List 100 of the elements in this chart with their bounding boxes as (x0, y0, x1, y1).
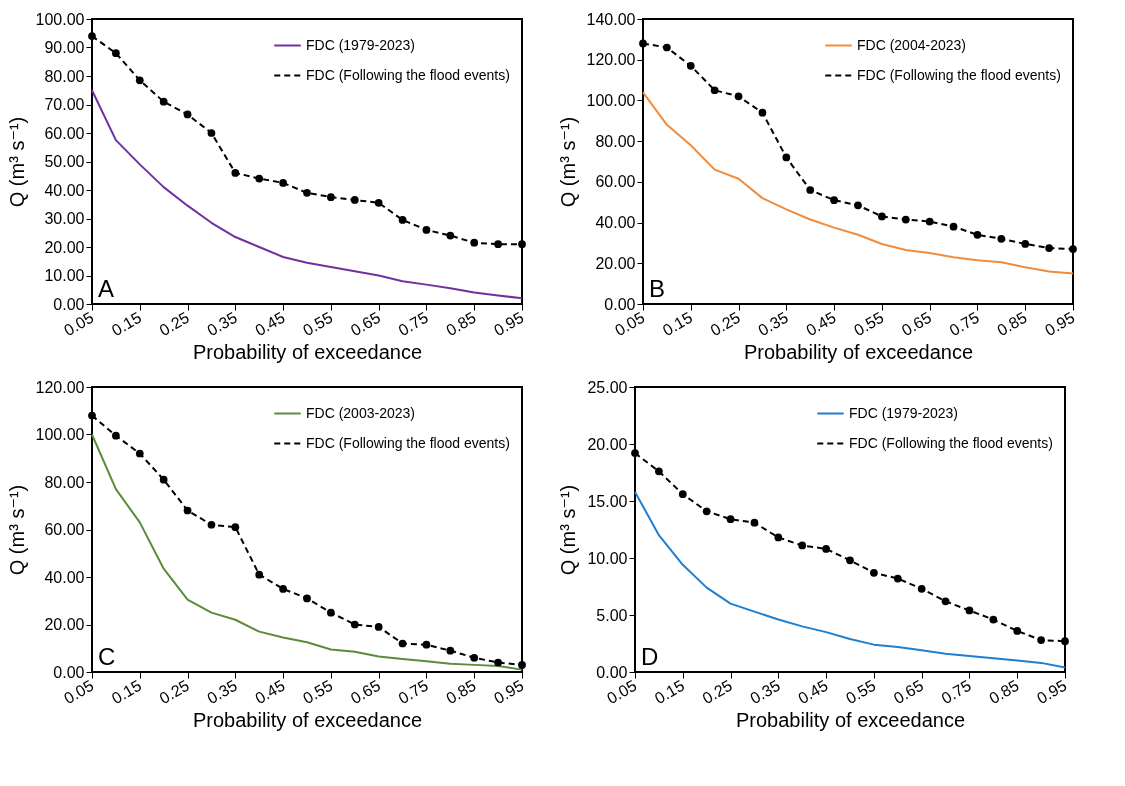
x-tick-label: 0.25 (707, 308, 744, 339)
x-tick-label: 0.85 (986, 676, 1022, 707)
y-tick-label: 10.00 (44, 267, 85, 284)
point (965, 606, 974, 615)
x-axis-title: Probability of exceedance (743, 341, 974, 363)
point (159, 97, 168, 106)
x-tick-label: 0.65 (890, 676, 927, 707)
y-tick-label: 30.00 (44, 210, 85, 227)
y-tick-label: 120.00 (35, 378, 85, 396)
y-tick-label: 100.00 (586, 91, 636, 109)
point (901, 215, 910, 224)
annotation: A (98, 275, 115, 302)
point (973, 230, 982, 239)
y-tick-label: 60.00 (595, 173, 636, 191)
point (663, 43, 671, 52)
line-series (642, 91, 1074, 275)
point (854, 201, 862, 210)
y-tick-label: 60.00 (44, 521, 85, 538)
x-axis-title: Probability of exceedance (192, 341, 423, 363)
y-axis-title: Q (m³ s⁻¹) (5, 484, 28, 576)
x-tick-label: 0.75 (946, 308, 983, 339)
y-tick-label: 0.00 (604, 295, 636, 313)
y-tick-label: 40.00 (44, 568, 85, 586)
point (878, 212, 886, 221)
x-tick-label: 0.25 (156, 308, 193, 339)
x-axis-title: Probability of exceedance (735, 709, 966, 731)
y-tick-label: 40.00 (595, 214, 636, 232)
point (398, 216, 407, 224)
x-tick-label: 0.45 (803, 308, 839, 339)
x-tick-label: 0.85 (994, 308, 1030, 339)
point (702, 507, 711, 516)
point (822, 545, 830, 553)
point (750, 518, 759, 527)
legend-label: FDC (1979-2023) (849, 404, 958, 421)
point (112, 431, 120, 440)
y-tick-label: 100.00 (35, 10, 85, 28)
point (494, 240, 502, 249)
point (870, 568, 878, 577)
x-tick-label: 0.15 (108, 676, 145, 707)
point (350, 196, 359, 204)
point (726, 515, 735, 524)
point (112, 49, 120, 58)
x-tick-label: 0.55 (850, 308, 887, 339)
point (1013, 627, 1022, 635)
y-tick-label: 5.00 (596, 606, 628, 624)
y-tick-label: 0.00 (596, 663, 628, 681)
y-tick-label: 25.00 (587, 378, 628, 396)
point (806, 186, 815, 194)
y-axis-title: Q (m³ s⁻¹) (556, 116, 579, 208)
point (989, 615, 998, 624)
x-tick-label: 0.85 (443, 676, 479, 707)
point (135, 76, 144, 85)
point (470, 238, 479, 247)
point (398, 639, 407, 648)
point (1045, 244, 1053, 252)
y-tick-label: 40.00 (44, 181, 85, 199)
y-tick-label: 80.00 (44, 67, 85, 85)
x-tick-label: 0.35 (204, 676, 240, 707)
point (758, 108, 767, 117)
point (997, 234, 1006, 243)
y-tick-label: 50.00 (44, 153, 85, 170)
y-tick-label: 140.00 (586, 10, 636, 28)
y-tick-label: 70.00 (44, 96, 85, 113)
point (470, 653, 479, 662)
y-tick-label: 20.00 (587, 435, 628, 453)
legend-label: FDC (Following the flood events) (849, 434, 1053, 451)
point (710, 86, 719, 95)
x-tick-label: 0.75 (395, 308, 432, 339)
point (518, 661, 526, 669)
point (207, 520, 216, 529)
x-tick-label: 0.45 (252, 308, 288, 339)
x-tick-label: 0.45 (795, 676, 831, 707)
point (255, 570, 264, 579)
point (655, 467, 663, 476)
point (374, 198, 383, 207)
x-tick-label: 0.25 (156, 676, 193, 707)
y-tick-label: 60.00 (44, 124, 85, 142)
point (686, 61, 695, 70)
x-tick-label: 0.55 (299, 308, 336, 339)
point (279, 179, 287, 187)
point (374, 623, 383, 631)
point (231, 523, 240, 531)
x-tick-label: 0.45 (252, 676, 288, 707)
x-tick-label: 0.35 (204, 308, 240, 339)
point (846, 556, 854, 565)
y-tick-label: 80.00 (44, 473, 85, 491)
legend-label: FDC (Following the flood events) (857, 66, 1061, 83)
point (159, 475, 168, 484)
annotation: B (649, 275, 666, 302)
point (207, 129, 216, 137)
point (183, 506, 192, 515)
point (327, 193, 335, 201)
point (798, 541, 807, 550)
point (925, 217, 934, 226)
point (782, 153, 791, 162)
x-tick-label: 0.65 (898, 308, 935, 339)
line-series (91, 89, 523, 300)
point (830, 196, 838, 205)
x-tick-label: 0.95 (491, 676, 527, 707)
point (303, 188, 311, 197)
